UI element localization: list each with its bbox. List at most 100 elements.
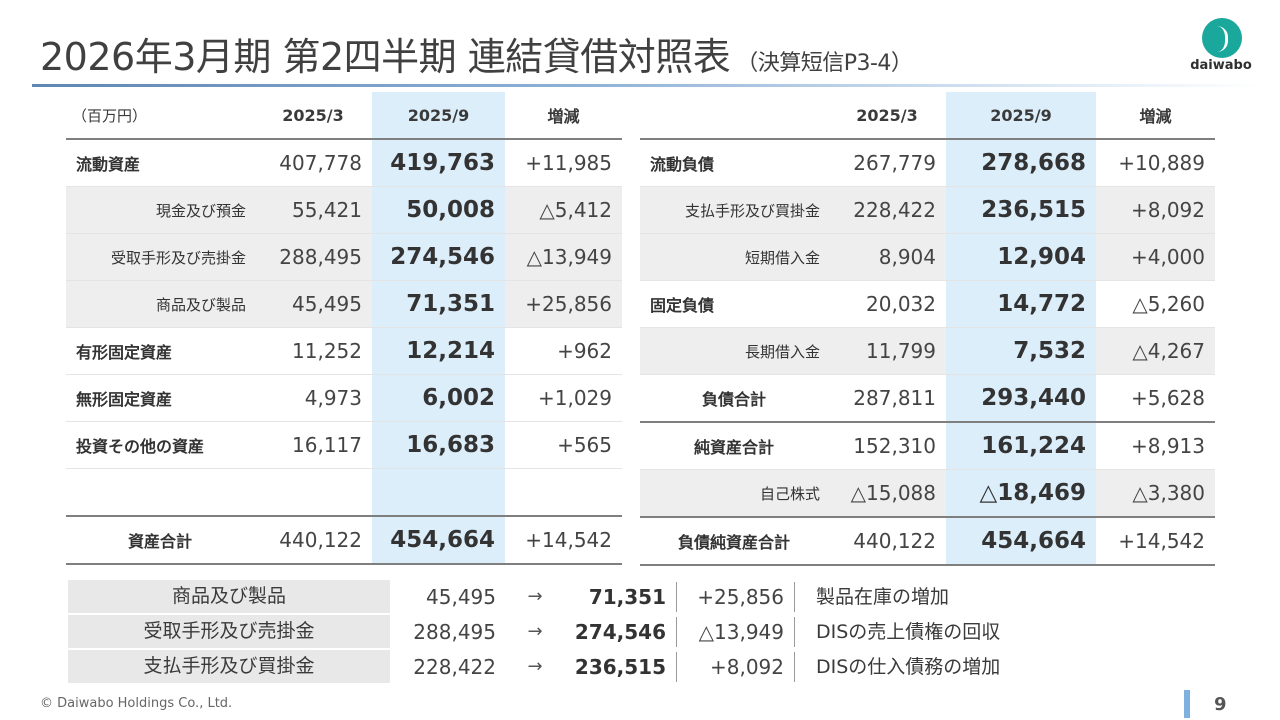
diff-value: +25,856 [505, 280, 622, 328]
prev-value: 152,310 [828, 422, 946, 470]
diff-value: +10,889 [1096, 139, 1215, 187]
row-label: 投資その他の資産 [66, 421, 254, 469]
table-row: 長期借入金 11,799 7,532 △4,267 [640, 327, 1215, 375]
blank-row [66, 468, 622, 517]
row-label: 負債純資産合計 [640, 517, 828, 566]
diff-value: +8,092 [1096, 186, 1215, 234]
summary-row: 支払手形及び買掛金 228,422 → 236,515 +8,092 DISの仕… [68, 650, 1068, 684]
cur-value: 6,002 [372, 374, 505, 422]
prev-value: 407,778 [254, 139, 372, 187]
arrow-right-icon: → [527, 656, 543, 677]
row-label: 自己株式 [640, 469, 828, 518]
row-label: 資産合計 [66, 516, 254, 565]
table-row: 商品及び製品 45,495 71,351 +25,856 [66, 280, 622, 328]
summary-diff: +8,092 [709, 655, 784, 679]
prev-value: 55,421 [254, 186, 372, 234]
table-row: 流動資産 407,778 419,763 +11,985 [66, 139, 622, 187]
page-number: 9 [1214, 694, 1227, 715]
table-row: 現金及び預金 55,421 50,008 △5,412 [66, 186, 622, 234]
row-label: 純資産合計 [640, 422, 828, 470]
summary-divider [676, 617, 677, 647]
diff-value: +5,628 [1096, 374, 1215, 423]
blank-cell [66, 469, 254, 517]
cur-value: 293,440 [946, 374, 1096, 423]
row-label: 無形固定資産 [66, 374, 254, 422]
liabilities-total-row: 負債純資産合計 440,122 454,664 +14,542 [640, 517, 1215, 566]
cur-value: 454,664 [372, 516, 505, 565]
cur-value: 454,664 [946, 517, 1096, 566]
cur-value: 50,008 [372, 186, 505, 234]
table-row: 固定負債 20,032 14,772 △5,260 [640, 280, 1215, 328]
summary-divider [794, 652, 795, 682]
summary-label: 支払手形及び買掛金 [68, 650, 390, 683]
daiwabo-logo-icon [1202, 18, 1242, 58]
prev-value: △15,088 [828, 469, 946, 518]
summary-prev: 288,495 [413, 620, 496, 644]
page-number-accent [1184, 690, 1190, 718]
prev-value: 20,032 [828, 280, 946, 328]
prev-value: 440,122 [828, 517, 946, 566]
diff-value: +962 [505, 327, 622, 375]
cur-value: 161,224 [946, 422, 1096, 470]
summary-row: 受取手形及び売掛金 288,495 → 274,546 △13,949 DISの… [68, 615, 1068, 649]
blank-cell [372, 468, 505, 516]
summary-cur: 274,546 [574, 620, 666, 644]
row-label: 受取手形及び売掛金 [66, 233, 254, 281]
table-row: 流動負債 267,779 278,668 +10,889 [640, 139, 1215, 187]
diff-value: △5,412 [505, 186, 622, 234]
row-label: 流動負債 [640, 139, 828, 187]
diff-value: +14,542 [1096, 517, 1215, 566]
summary-divider [676, 652, 677, 682]
diff-value: △13,949 [505, 233, 622, 281]
diff-value: +565 [505, 421, 622, 469]
diff-value: +4,000 [1096, 233, 1215, 281]
table-row: 支払手形及び買掛金 228,422 236,515 +8,092 [640, 186, 1215, 234]
diff-value: +1,029 [505, 374, 622, 422]
summary-diff: △13,949 [698, 620, 784, 644]
col-diff-header: 増減 [547, 107, 580, 126]
table-row: 純資産合計 152,310 161,224 +8,913 [640, 422, 1215, 470]
page-title: 2026年3月期 第2四半期 連結貸借対照表 （決算短信P3-4） [40, 26, 913, 81]
summary-cur: 236,515 [574, 655, 666, 679]
cur-value: 12,214 [372, 327, 505, 375]
cur-value: △18,469 [946, 469, 1096, 518]
summary-divider [676, 582, 677, 612]
diff-value: △5,260 [1096, 280, 1215, 328]
summary-row: 商品及び製品 45,495 → 71,351 +25,856 製品在庫の増加 [68, 580, 1068, 614]
page-title-sub: （決算短信P3-4） [736, 51, 913, 76]
prev-value: 440,122 [254, 516, 372, 565]
col-prev-header: 2025/3 [856, 105, 918, 125]
table-row: 負債合計 287,811 293,440 +5,628 [640, 374, 1215, 423]
blank-cell [254, 469, 372, 517]
summary-divider [794, 617, 795, 647]
cur-value: 274,546 [372, 233, 505, 281]
arrow-right-icon: → [527, 621, 543, 642]
col-diff-header: 増減 [1139, 107, 1172, 126]
prev-value: 288,495 [254, 233, 372, 281]
summary-note: DISの仕入債務の増加 [816, 656, 1001, 678]
row-label: 有形固定資産 [66, 327, 254, 375]
prev-value: 8,904 [828, 233, 946, 281]
arrow-right-icon: → [527, 586, 543, 607]
prev-value: 4,973 [254, 374, 372, 422]
row-label: 負債合計 [640, 374, 828, 423]
row-label: 流動資産 [66, 139, 254, 187]
table-row: 受取手形及び売掛金 288,495 274,546 △13,949 [66, 233, 622, 281]
col-cur-header: 2025/9 [946, 92, 1096, 139]
summary-label: 商品及び製品 [68, 580, 390, 613]
summary-label: 受取手形及び売掛金 [68, 615, 390, 648]
unit-label: （百万円） [72, 106, 148, 125]
summary-divider [794, 582, 795, 612]
cur-value: 14,772 [946, 280, 1096, 328]
daiwabo-logo: daiwabo [1182, 16, 1256, 76]
row-label: 長期借入金 [640, 327, 828, 375]
title-underline [32, 84, 1262, 87]
cur-value: 236,515 [946, 186, 1096, 234]
diff-value: +11,985 [505, 139, 622, 187]
prev-value: 11,799 [828, 327, 946, 375]
prev-value: 16,117 [254, 421, 372, 469]
assets-total-row: 資産合計 440,122 454,664 +14,542 [66, 516, 622, 565]
liabilities-table: 2025/3 2025/9 増減 流動負債 267,779 278,668 +1… [640, 92, 1215, 566]
cur-value: 12,904 [946, 233, 1096, 281]
col-prev-header: 2025/3 [282, 105, 344, 125]
